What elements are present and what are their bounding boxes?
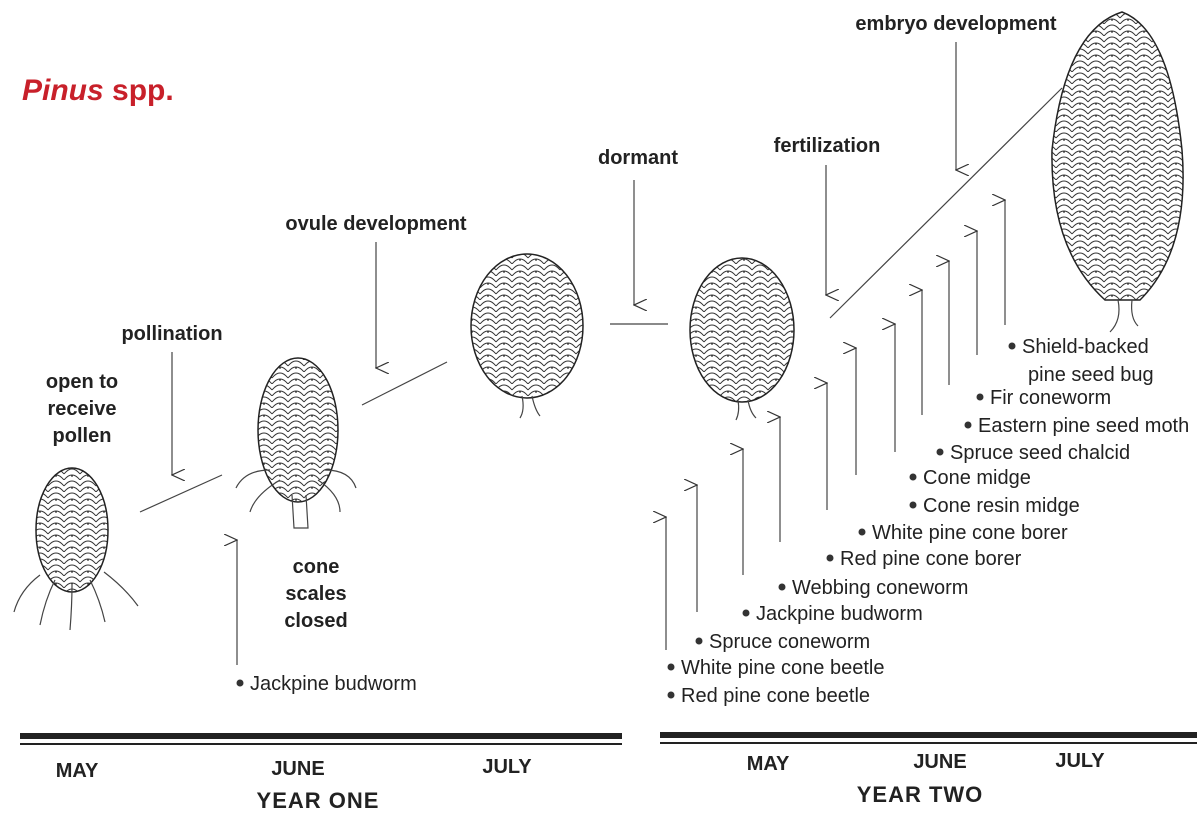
insect-label: White pine cone borer [872, 522, 1068, 544]
insect-label: Red pine cone beetle [681, 685, 870, 707]
cone-young [236, 358, 356, 528]
insect-label: Cone resin midge [923, 495, 1080, 517]
month-label: JULY [482, 756, 532, 778]
insect-label: Cone midge [923, 467, 1031, 489]
bullet [965, 422, 972, 429]
month-label: JUNE [913, 751, 966, 773]
bullet [977, 394, 984, 401]
event-label: pollination [121, 323, 222, 345]
title-rest: spp. [112, 74, 174, 107]
bullet [937, 449, 944, 456]
diagram: Pinus spp. pollination ovule development… [0, 0, 1200, 813]
event-label: ovule development [285, 213, 466, 235]
insect-label: Jackpine budworm [756, 603, 923, 625]
bullet [743, 610, 750, 617]
insect-label: Fir coneworm [990, 387, 1111, 409]
insect-label: Spruce seed chalcid [950, 442, 1130, 464]
year-label: YEAR ONE [257, 788, 380, 813]
insect-label: White pine cone beetle [681, 657, 884, 679]
cone-dormant [690, 258, 794, 420]
insect-label: Shield-backed [1022, 336, 1149, 358]
insect-label: Eastern pine seed moth [978, 415, 1189, 437]
bullet [859, 529, 866, 536]
stage-label: cone [293, 556, 340, 578]
bullet [696, 638, 703, 645]
month-label: MAY [747, 753, 790, 775]
event-label: fertilization [774, 135, 881, 157]
bullet [910, 474, 917, 481]
timeline [20, 732, 1197, 745]
event-label: dormant [598, 147, 678, 169]
bullet [668, 664, 675, 671]
month-label: JULY [1055, 750, 1105, 772]
bullet [910, 502, 917, 509]
stage-label: open to [46, 371, 118, 393]
cone-receptive [14, 468, 138, 630]
year-label: YEAR TWO [857, 782, 984, 807]
dynamic-labels: open to receive pollen cone scales closed Jack… [46, 336, 1189, 707]
bullet [668, 692, 675, 699]
bullet [1009, 343, 1016, 350]
month-label: MAY [56, 760, 99, 782]
bullet [827, 555, 834, 562]
insect-label: Jackpine budworm [250, 673, 417, 695]
stage-label: closed [284, 610, 347, 632]
cone-year-one [471, 254, 583, 418]
bullet [237, 680, 244, 687]
cone-mature [1052, 12, 1183, 332]
title-genus: Pinus [22, 74, 104, 107]
insect-label: Spruce coneworm [709, 631, 870, 653]
event-label: embryo development [855, 13, 1057, 35]
stage-label: scales [285, 583, 346, 605]
insect-label: pine seed bug [1028, 364, 1154, 386]
insect-label: Red pine cone borer [840, 548, 1022, 570]
stage-label: receive [48, 398, 117, 420]
title: Pinus spp. [22, 74, 174, 107]
insect-label: Webbing coneworm [792, 577, 968, 599]
stage-label: pollen [53, 425, 112, 447]
month-label: JUNE [271, 758, 324, 780]
bullet [779, 584, 786, 591]
